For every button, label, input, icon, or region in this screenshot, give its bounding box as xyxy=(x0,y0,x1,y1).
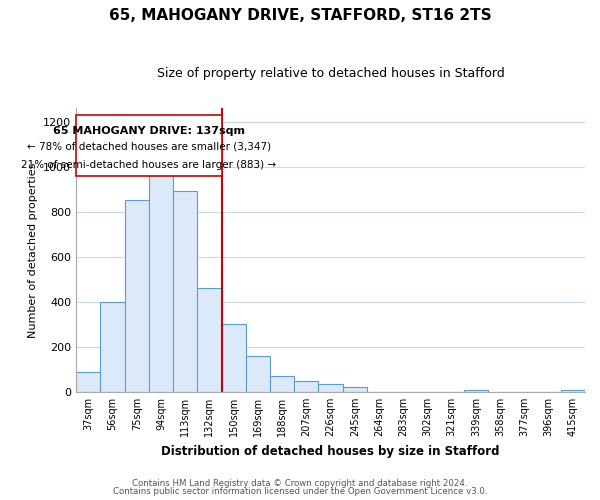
Bar xyxy=(125,200,149,392)
Bar xyxy=(270,376,294,392)
X-axis label: Distribution of detached houses by size in Stafford: Distribution of detached houses by size … xyxy=(161,444,500,458)
Bar xyxy=(246,356,270,392)
Bar xyxy=(221,324,246,392)
Y-axis label: Number of detached properties: Number of detached properties xyxy=(28,162,38,338)
Bar xyxy=(100,302,125,392)
Text: Contains HM Land Registry data © Crown copyright and database right 2024.: Contains HM Land Registry data © Crown c… xyxy=(132,478,468,488)
Bar xyxy=(561,390,585,392)
Bar xyxy=(173,192,197,392)
Text: 65, MAHOGANY DRIVE, STAFFORD, ST16 2TS: 65, MAHOGANY DRIVE, STAFFORD, ST16 2TS xyxy=(109,8,491,22)
Bar xyxy=(76,372,100,392)
Bar xyxy=(294,380,319,392)
Bar xyxy=(343,388,367,392)
Bar xyxy=(197,288,221,392)
Text: ← 78% of detached houses are smaller (3,347): ← 78% of detached houses are smaller (3,… xyxy=(27,142,271,152)
Text: Contains public sector information licensed under the Open Government Licence v3: Contains public sector information licen… xyxy=(113,487,487,496)
Text: 21% of semi-detached houses are larger (883) →: 21% of semi-detached houses are larger (… xyxy=(21,160,277,170)
Bar xyxy=(149,174,173,392)
Text: 65 MAHOGANY DRIVE: 137sqm: 65 MAHOGANY DRIVE: 137sqm xyxy=(53,126,245,136)
FancyBboxPatch shape xyxy=(76,115,221,176)
Bar xyxy=(464,390,488,392)
Bar xyxy=(319,384,343,392)
Title: Size of property relative to detached houses in Stafford: Size of property relative to detached ho… xyxy=(157,68,505,80)
